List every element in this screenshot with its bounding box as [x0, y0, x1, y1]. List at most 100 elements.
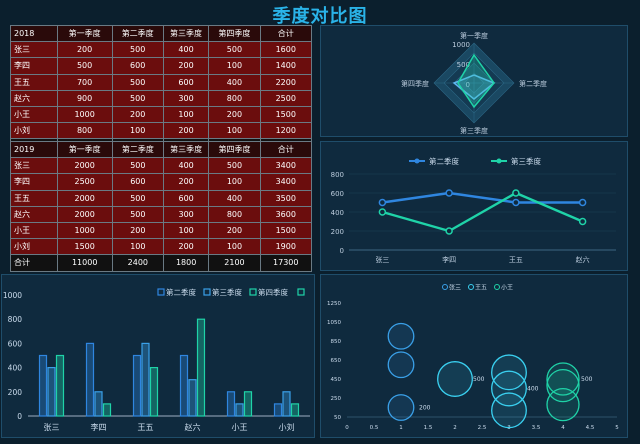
table-cell: 300	[162, 205, 210, 223]
bar-legend-marker	[203, 288, 211, 296]
line-point	[378, 208, 387, 216]
table-cell: 100	[162, 221, 210, 240]
bubble-x-tick: 2	[453, 425, 457, 431]
table-cell: 100	[111, 238, 164, 256]
bubble-y-tick: 50	[334, 415, 341, 421]
line-legend-dot	[414, 158, 420, 164]
line-series-第三季度	[382, 191, 584, 233]
bubble-x-tick: 0	[345, 425, 349, 431]
table-cell: 100	[111, 122, 164, 140]
table-header-cell: 2018	[10, 24, 58, 43]
bar-第二季度	[273, 403, 283, 417]
bar-第四季度	[196, 318, 206, 417]
table-row: 王五 2000 500 600 400 3500	[10, 189, 313, 207]
table-cell: 小刘	[10, 238, 58, 256]
bubble-y-tick: 450	[331, 377, 342, 383]
bubble-legend-marker	[468, 284, 474, 290]
radar-axis-label: 第一季度	[460, 31, 488, 40]
table-cell: 600	[162, 73, 210, 91]
bubble-y-tick: 250	[331, 396, 342, 402]
table-cell: 11000	[56, 254, 113, 272]
table-cell: 张三	[10, 41, 58, 59]
line-series-第二季度	[382, 191, 583, 204]
bar-panel: 0 200 400 600 800 1000 张三 李四 王五 赵六 小王 小刘 第二季度 第三季度 第四季…	[1, 274, 315, 438]
line-point	[512, 198, 520, 207]
bar-y-tick: 0	[17, 412, 22, 421]
table-cell: 500	[111, 205, 164, 223]
table-cell: 王五	[10, 73, 58, 91]
bar-x-label: 小王	[232, 423, 248, 432]
table-cell: 1200	[259, 122, 312, 140]
bar-legend-label: 第四季度	[258, 287, 288, 297]
table-cell: 800	[56, 122, 113, 140]
bar-x-label: 小刘	[279, 422, 295, 432]
line-point	[445, 189, 453, 197]
table-2019: 2019 第一季度 第二季度 第三季度 第四季度 合计 张三 2000 500 400 500 340…	[10, 140, 313, 272]
table-cell: 2500	[56, 173, 113, 191]
table-cell: 200	[162, 57, 210, 75]
radar-tick-label: 500	[457, 61, 470, 69]
table-cell: 100	[208, 238, 261, 256]
line-y-tick: 600	[331, 190, 344, 198]
bar-第三季度	[94, 391, 103, 417]
bubble-x-tick: 3.5	[532, 425, 541, 431]
line-point	[578, 217, 587, 226]
bubble-point	[491, 392, 527, 429]
bar-第四季度	[243, 391, 253, 417]
bar-第三季度	[235, 403, 244, 417]
table-cell: 1000	[56, 221, 113, 240]
bubble-point	[387, 322, 415, 350]
table-cell: 赵六	[10, 89, 58, 107]
bar-x-label: 赵六	[185, 422, 201, 432]
table-cell: 17300	[259, 254, 313, 272]
bubble-point	[546, 362, 580, 396]
table-cell: 500	[111, 73, 164, 91]
table-cell: 100	[208, 122, 261, 140]
table-cell: 小王	[10, 105, 58, 124]
table-header-cell: 第三季度	[162, 24, 210, 43]
table-cell: 王五	[10, 189, 58, 207]
line-x-label: 赵六	[576, 255, 590, 264]
table-cell: 500	[111, 157, 164, 175]
bubble-data-label: 400	[527, 386, 539, 393]
table-cell: 小刘	[10, 122, 58, 140]
radar-tick-label: 1000	[452, 41, 470, 49]
table-cell: 1500	[56, 238, 113, 256]
table-cell: 3400	[259, 157, 313, 175]
table-cell: 200	[56, 41, 113, 59]
table-cell: 1400	[259, 57, 312, 75]
bubble-point	[491, 354, 527, 391]
bar-第二季度	[132, 354, 142, 417]
table-header-cell: 第四季度	[208, 140, 261, 159]
table-row: 合计 11000 2400 1800 2100 17300	[10, 254, 313, 272]
table-cell: 200	[162, 238, 210, 256]
bubble-x-tick: 1	[399, 425, 403, 431]
table-cell: 800	[208, 205, 261, 223]
bar-第四季度	[55, 354, 65, 417]
table-header-cell: 第四季度	[208, 24, 261, 43]
bubble-x-tick: 5	[615, 425, 619, 431]
table-cell: 500	[111, 41, 164, 59]
line-y-tick: 800	[331, 171, 344, 179]
bar-x-label: 王五	[138, 423, 154, 432]
line-panel: 0 200 400 600 800 张三 李四 王五 赵六 第二季度 第三季度	[320, 141, 628, 271]
table-cell: 1500	[259, 221, 313, 240]
bar-第四季度	[290, 403, 300, 417]
bar-y-tick: 200	[8, 388, 23, 397]
bar-第二季度	[85, 342, 95, 417]
bar-x-label: 李四	[91, 422, 107, 432]
table-cell: 500	[208, 41, 261, 59]
bubble-y-tick: 850	[331, 339, 342, 345]
bar-第二季度	[226, 391, 236, 417]
bubble-legend-label: 张三	[449, 284, 461, 292]
bar-第三季度	[282, 391, 291, 417]
table-cell: 100	[208, 173, 261, 191]
table-row: 张三 2000 500 400 500 3400	[10, 157, 313, 175]
table-2018: 2018 第一季度 第二季度 第三季度 第四季度 合计 张三 200 500 400 500 1600…	[10, 24, 312, 156]
radar-tick-label: 0	[466, 81, 470, 89]
table-header-cell: 第一季度	[56, 140, 113, 159]
table-header-cell: 第二季度	[111, 140, 164, 159]
bubble-point	[546, 369, 580, 403]
table-cell: 2000	[56, 157, 113, 175]
